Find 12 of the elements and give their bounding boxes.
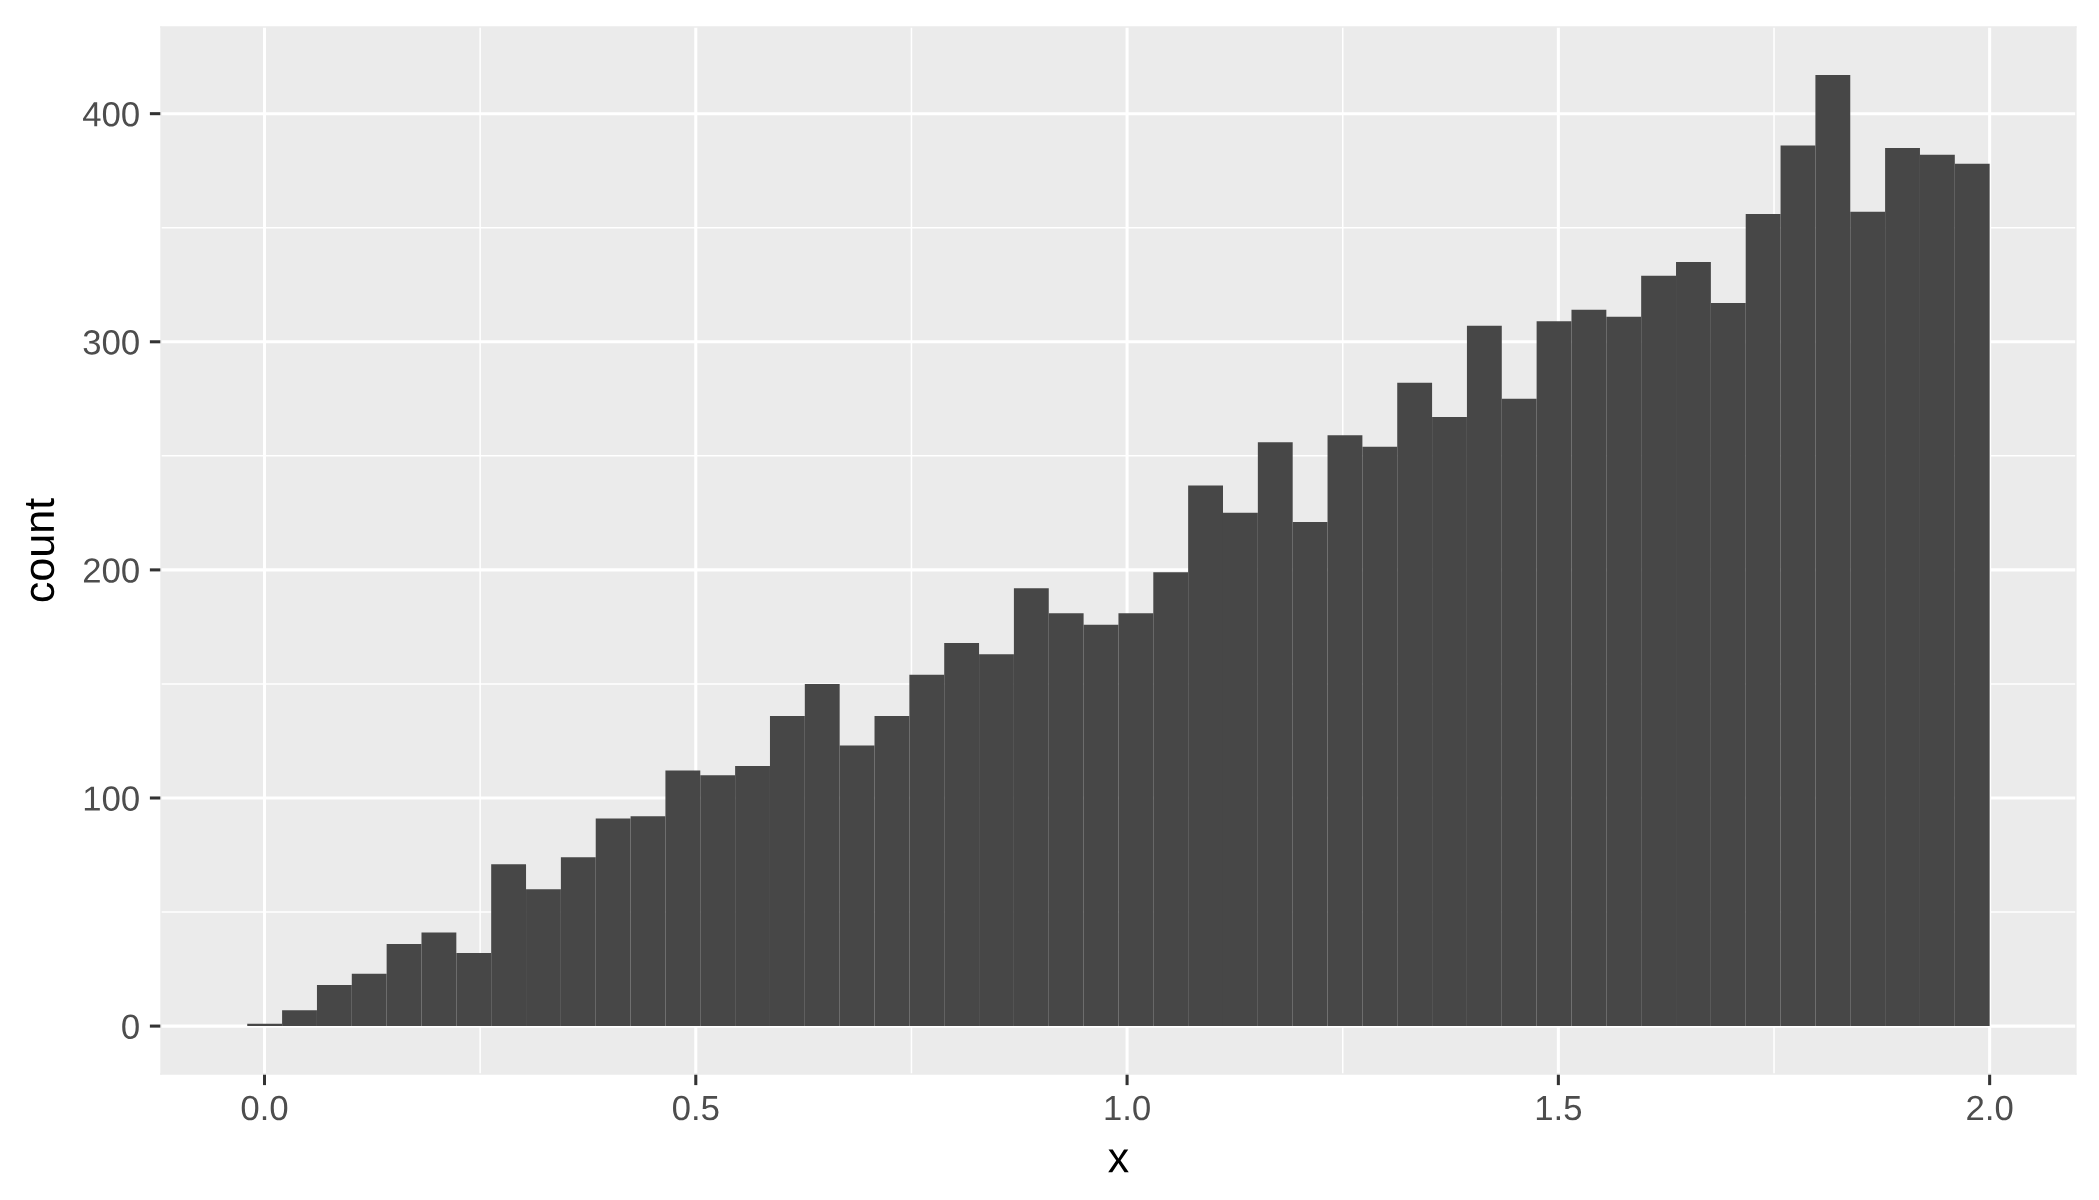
y-tick-label: 300 [83,330,139,355]
y-tick-label: 0 [122,1014,139,1040]
y-tick-label: 100 [84,786,139,811]
y-axis-title: count [26,498,55,602]
x-tick-label: 1.0 [1105,1095,1150,1121]
x-tick-label: 2.0 [1967,1095,2013,1121]
y-tick-label: 400 [83,102,139,127]
x-tick-label: 0.5 [673,1095,719,1121]
x-tick-label: 1.5 [1536,1096,1582,1121]
y-tick-label: 200 [83,558,139,583]
x-tick-label: 0.0 [241,1095,288,1121]
x-axis-title: x [1108,1149,1129,1173]
